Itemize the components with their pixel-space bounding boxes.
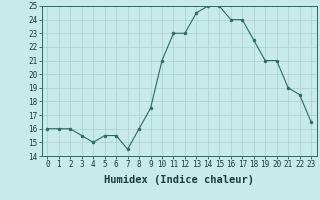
X-axis label: Humidex (Indice chaleur): Humidex (Indice chaleur) bbox=[104, 175, 254, 185]
